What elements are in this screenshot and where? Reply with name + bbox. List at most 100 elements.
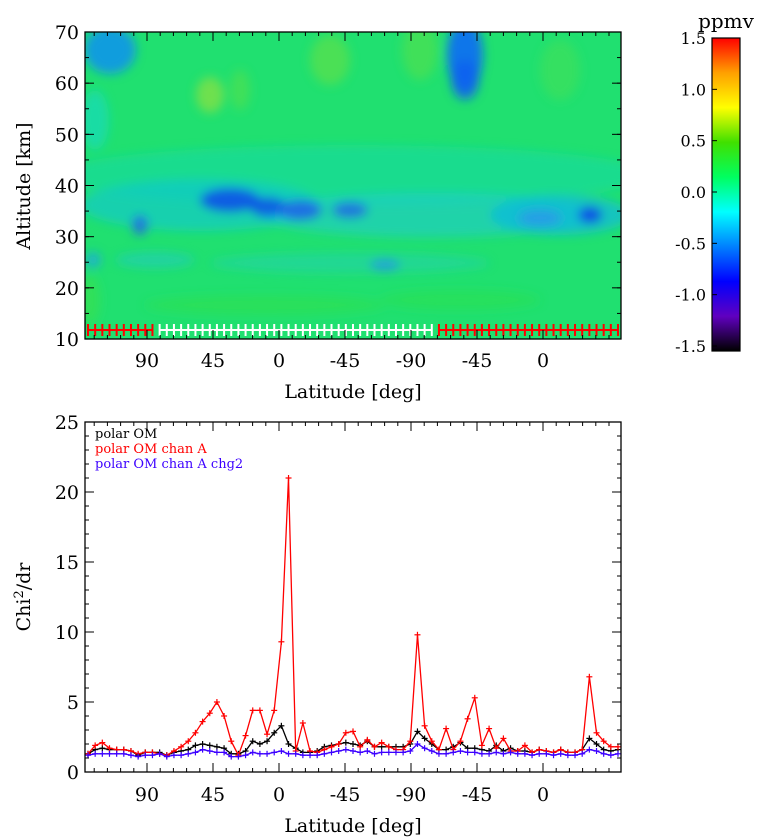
heatmap-blob <box>132 215 148 235</box>
x-tick-label: 90 <box>135 784 159 806</box>
data-point <box>414 631 421 638</box>
data-point <box>328 749 335 756</box>
x-tick-label: -45 <box>330 350 361 372</box>
colorbar-tick-label: 1.5 <box>681 29 706 48</box>
x-tick-label: -45 <box>330 784 361 806</box>
y-tick-label: 40 <box>55 176 79 198</box>
data-point <box>206 742 213 749</box>
data-point <box>385 749 392 756</box>
data-point <box>557 750 564 757</box>
data-point <box>478 750 485 757</box>
heatmap-blob <box>370 259 400 271</box>
data-point <box>600 738 607 745</box>
data-point <box>593 748 600 754</box>
data-point <box>486 750 493 757</box>
data-point <box>435 750 442 757</box>
colorbar-ticks: 1.5 1.0 0.5 0.0 -0.5 -1.0 -1.5 <box>675 29 717 356</box>
data-point <box>170 752 177 759</box>
legend-entry: polar OM chan A <box>95 442 207 457</box>
data-point <box>593 729 600 736</box>
data-point <box>550 752 557 759</box>
data-point <box>378 749 385 756</box>
heatmap-blob <box>115 252 195 268</box>
data-point <box>228 738 235 745</box>
data-point <box>199 746 206 753</box>
line-frame <box>84 421 622 773</box>
line-series <box>85 475 621 760</box>
data-point <box>586 746 593 753</box>
data-point <box>529 752 536 759</box>
data-point <box>521 750 528 757</box>
data-point <box>185 738 192 745</box>
data-point <box>113 750 120 757</box>
data-point <box>271 749 278 756</box>
data-point <box>607 752 614 759</box>
data-point <box>249 738 256 745</box>
heatmap-blob <box>230 70 250 110</box>
data-point <box>206 710 213 717</box>
y-tick-label: 15 <box>55 552 79 574</box>
data-point <box>457 748 464 754</box>
data-point <box>428 748 435 754</box>
colorbar: ppmv 1.5 1.0 0.5 0.0 -0.5 -1.0 -1.5 <box>675 9 754 356</box>
data-point <box>378 739 385 746</box>
data-point <box>213 699 220 705</box>
data-point <box>342 746 349 753</box>
heatmap-panel: 10 20 30 40 50 60 70 90 45 0 -45 -90 -45 0 Latitude [… <box>13 22 622 403</box>
heatmap-axes: 10 20 30 40 50 60 70 90 45 0 -45 -90 -45 0 <box>55 22 621 372</box>
heatmap-x-axis-label: Latitude [deg] <box>284 381 421 403</box>
x-tick-label: -90 <box>396 784 427 806</box>
y-tick-label: 25 <box>55 412 79 434</box>
y-tick-label: 5 <box>67 692 79 714</box>
data-point <box>228 753 235 760</box>
colorbar-tick-label: -1.5 <box>675 337 706 356</box>
series-line-1 <box>87 477 618 757</box>
y-tick-label: 60 <box>55 73 79 95</box>
colorbar-title: ppmv <box>698 9 755 33</box>
data-point <box>156 750 163 757</box>
data-point <box>249 707 256 714</box>
data-point <box>521 742 528 749</box>
data-point <box>615 750 621 757</box>
data-point <box>299 720 306 726</box>
data-point <box>464 749 471 756</box>
data-point <box>335 748 342 754</box>
legend-entry: polar OM chan A chg2 <box>95 457 243 472</box>
data-point <box>106 745 113 752</box>
colorbar-gradient <box>711 37 741 352</box>
data-point <box>106 750 113 757</box>
data-point <box>235 753 242 760</box>
data-point <box>192 749 199 756</box>
heatmap-blob <box>210 253 490 273</box>
x-tick-label: 0 <box>537 350 549 372</box>
data-point <box>199 741 206 747</box>
data-point <box>135 753 142 760</box>
data-point <box>99 739 106 746</box>
data-point <box>142 752 149 759</box>
data-point <box>256 750 263 757</box>
y-tick-label: 10 <box>55 329 79 351</box>
x-tick-label: 0 <box>273 784 285 806</box>
data-point <box>178 743 185 750</box>
x-tick-label: -45 <box>462 350 493 372</box>
x-tick-label: 45 <box>201 350 225 372</box>
x-tick-label: 90 <box>135 350 159 372</box>
heatmap-y-axis-label: Altitude [km] <box>13 122 35 250</box>
data-point <box>350 728 356 735</box>
colorbar-tick-label: 1.0 <box>681 80 706 99</box>
colorbar-tick-label: 0.0 <box>681 183 706 202</box>
data-point <box>256 741 263 747</box>
data-point <box>586 735 593 742</box>
data-point <box>450 749 457 756</box>
data-point <box>400 749 407 756</box>
heatmap-blob <box>278 200 322 220</box>
data-point <box>536 750 543 757</box>
data-point <box>364 748 371 754</box>
data-point <box>371 743 378 750</box>
data-point <box>507 749 514 756</box>
data-point <box>285 741 292 747</box>
x-tick-label: 0 <box>537 784 549 806</box>
